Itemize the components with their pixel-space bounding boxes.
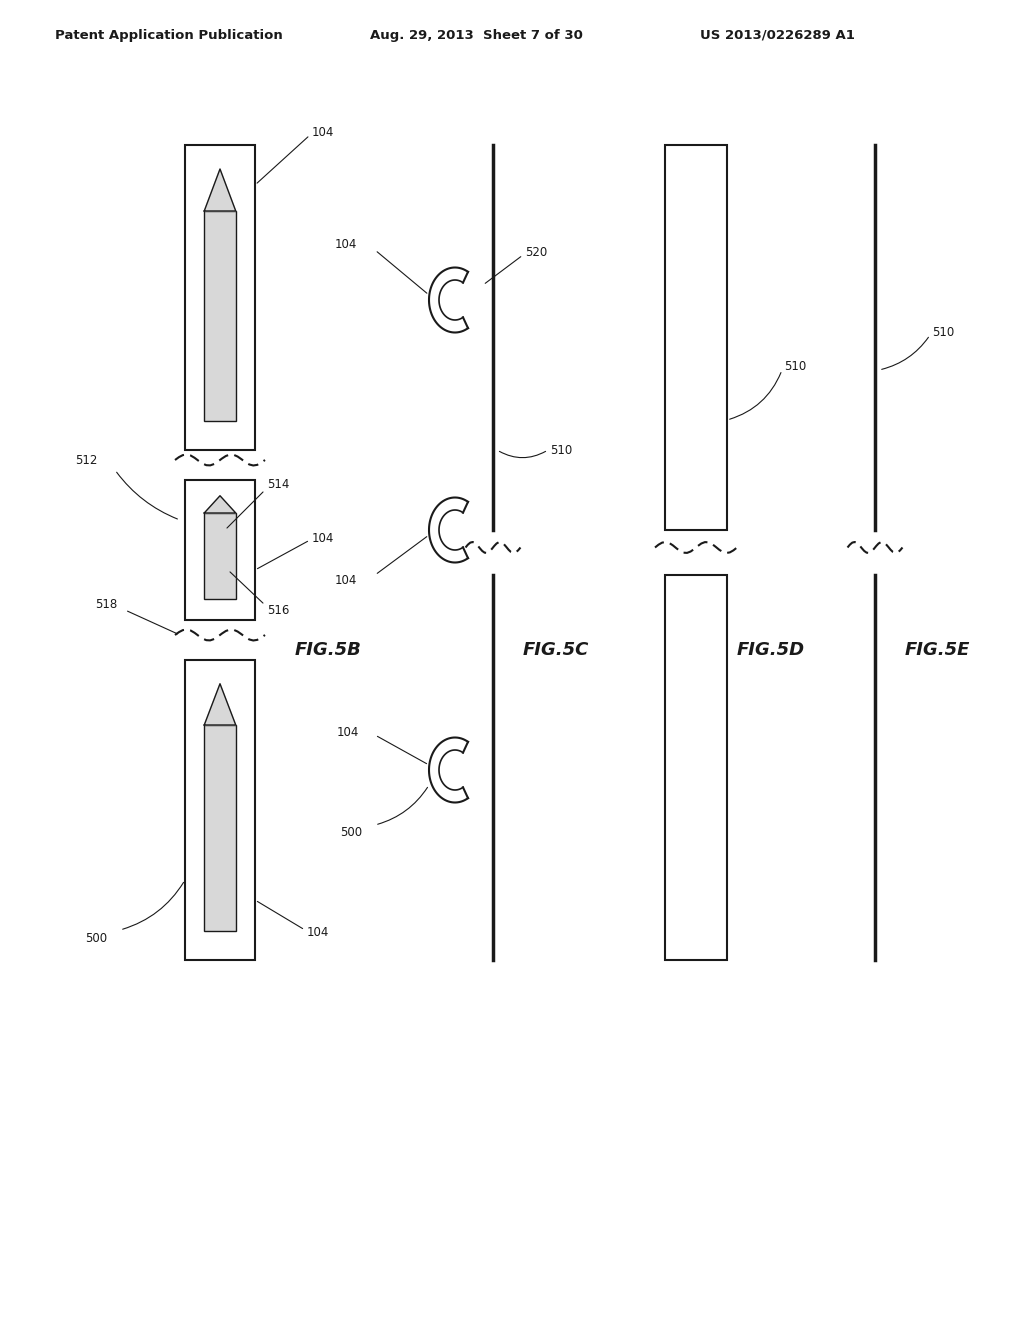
Text: 512: 512 <box>75 454 97 466</box>
Bar <box>204 725 236 931</box>
Bar <box>665 576 727 960</box>
Polygon shape <box>204 169 236 211</box>
Bar <box>204 513 236 599</box>
Text: 514: 514 <box>267 479 290 491</box>
Text: 104: 104 <box>312 532 335 544</box>
Text: 520: 520 <box>525 246 547 259</box>
Text: Aug. 29, 2013  Sheet 7 of 30: Aug. 29, 2013 Sheet 7 of 30 <box>370 29 583 41</box>
Text: FIG.5E: FIG.5E <box>905 642 971 659</box>
Text: FIG.5B: FIG.5B <box>295 642 361 659</box>
Text: 516: 516 <box>267 603 290 616</box>
Text: 104: 104 <box>307 925 330 939</box>
Text: 510: 510 <box>784 360 806 374</box>
Text: 104: 104 <box>335 573 357 586</box>
Text: 518: 518 <box>95 598 118 611</box>
Bar <box>185 145 255 450</box>
Polygon shape <box>204 684 236 725</box>
Bar <box>204 211 236 421</box>
Text: 104: 104 <box>312 127 335 140</box>
Text: Patent Application Publication: Patent Application Publication <box>55 29 283 41</box>
Text: FIG.5C: FIG.5C <box>523 642 590 659</box>
Text: 104: 104 <box>337 726 359 738</box>
Text: 500: 500 <box>340 825 362 838</box>
Text: 500: 500 <box>85 932 108 945</box>
Text: US 2013/0226289 A1: US 2013/0226289 A1 <box>700 29 855 41</box>
Bar <box>185 660 255 960</box>
Text: 510: 510 <box>550 444 572 457</box>
Text: 104: 104 <box>335 239 357 252</box>
Polygon shape <box>204 496 236 513</box>
Text: 510: 510 <box>932 326 954 338</box>
Bar <box>185 480 255 620</box>
Text: FIG.5D: FIG.5D <box>737 642 805 659</box>
Bar <box>665 145 727 531</box>
